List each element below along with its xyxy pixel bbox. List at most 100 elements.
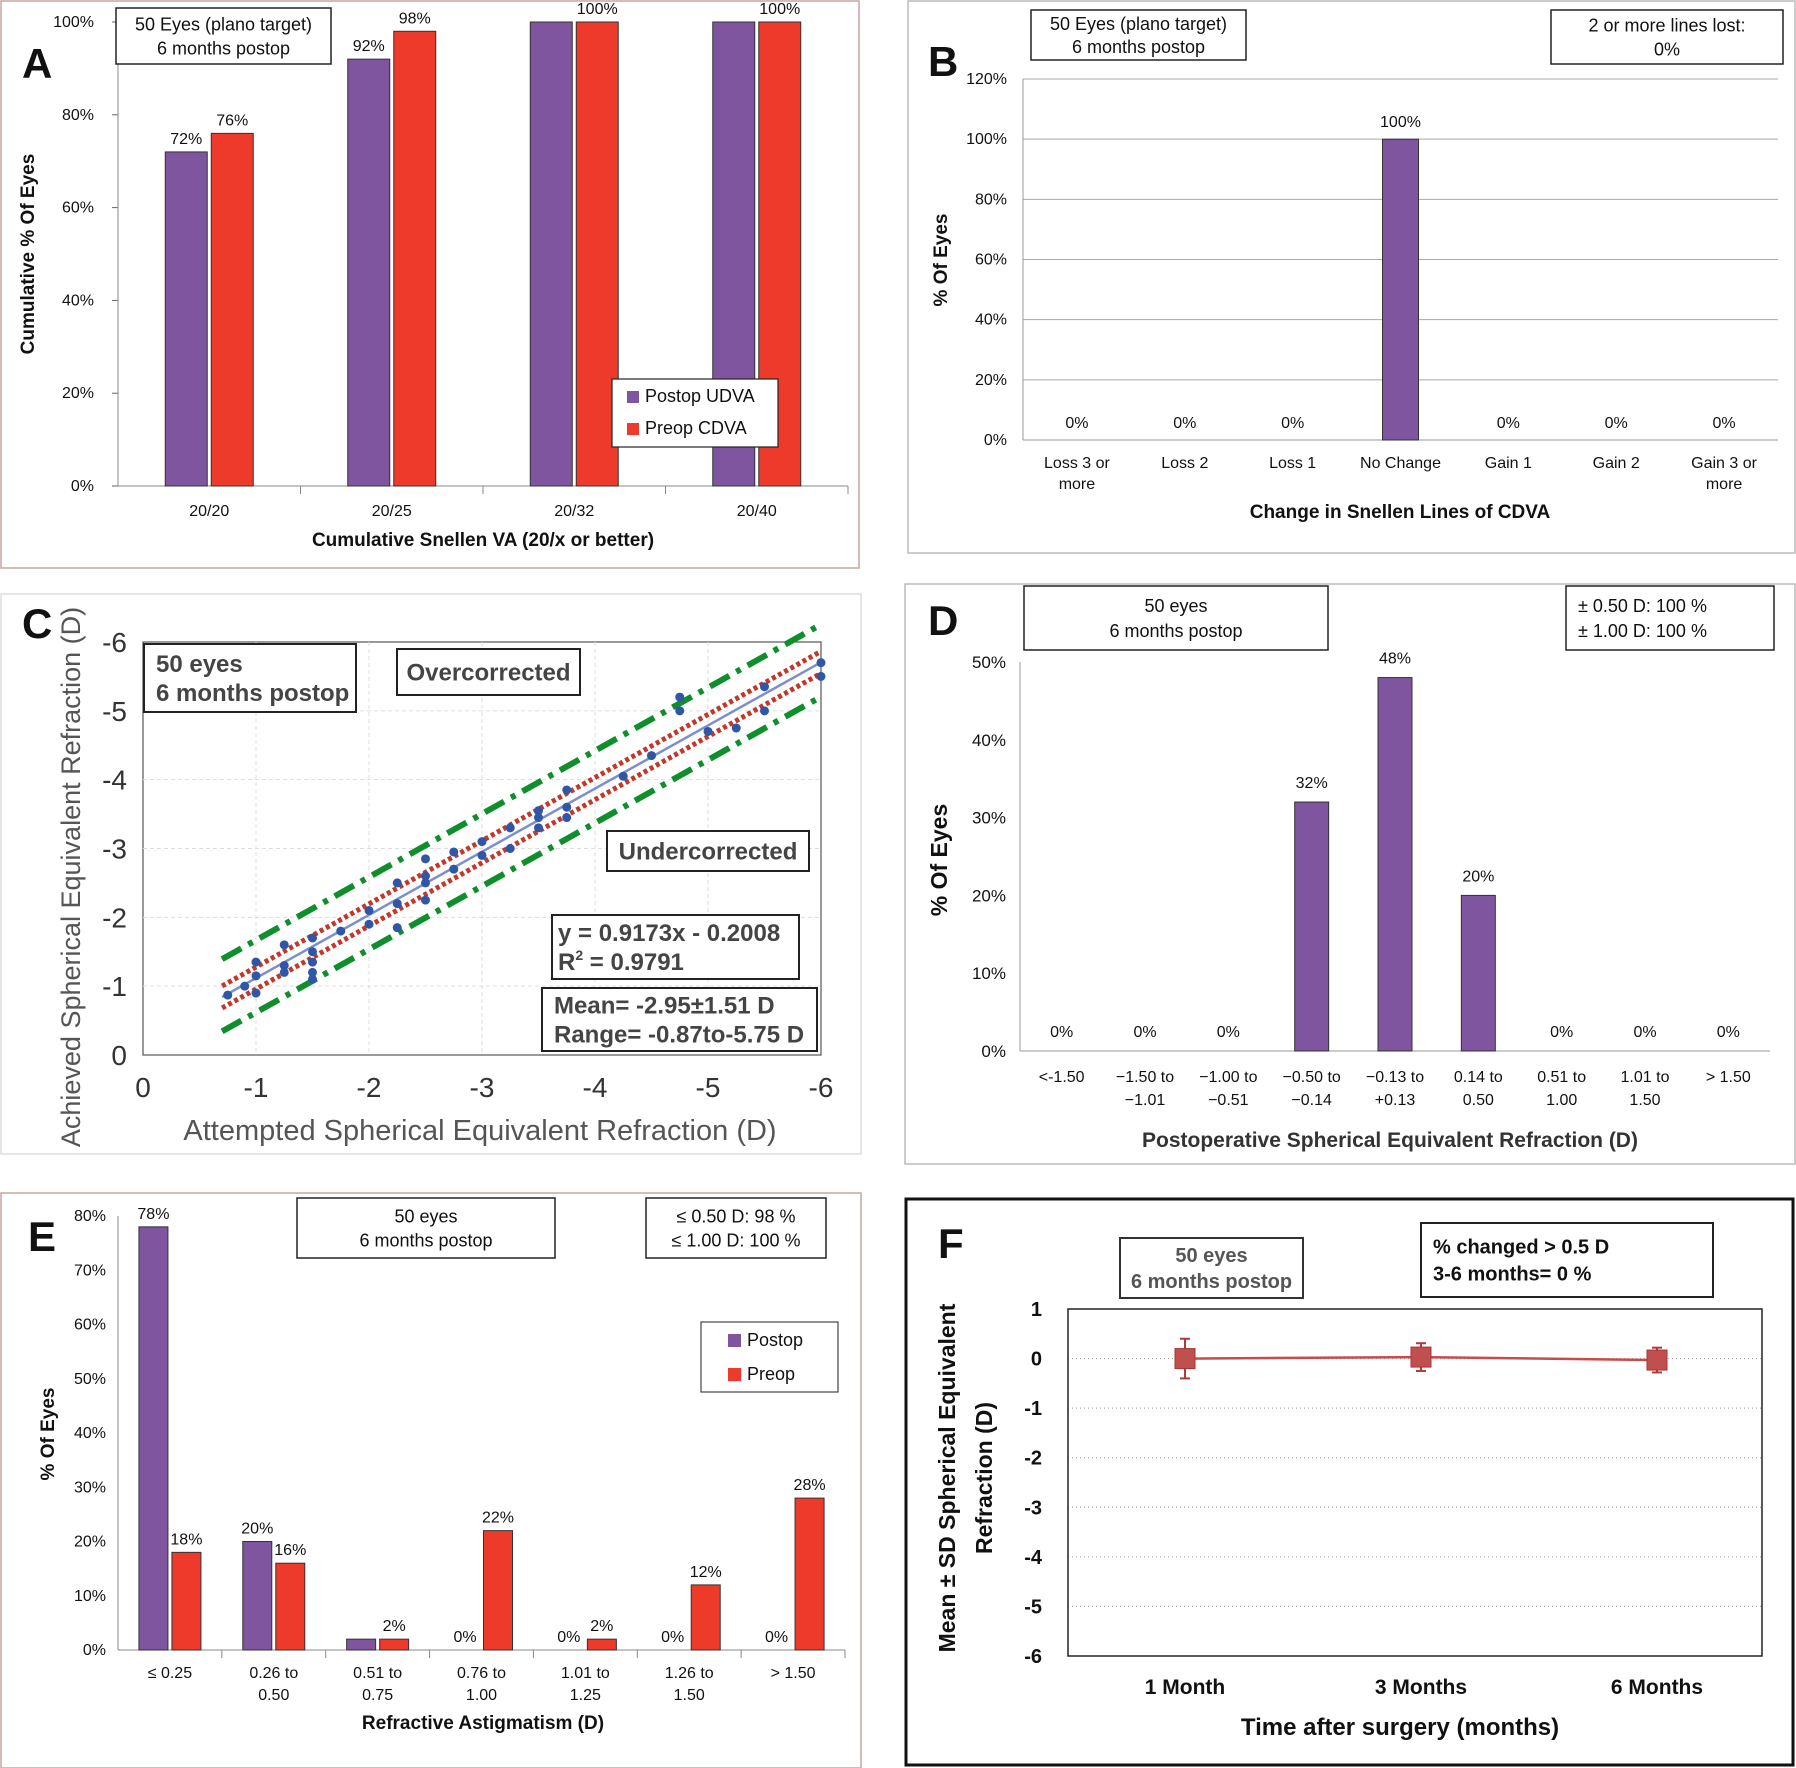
panel-e-bar-label: 0% — [453, 1629, 476, 1646]
panel-c-data-point — [421, 871, 430, 881]
panel-e-bar-label: 22% — [482, 1510, 514, 1527]
panel-c-data-point — [562, 785, 572, 795]
panel-e-bar-label: 28% — [794, 1477, 826, 1494]
panel-b-ytick: 0% — [984, 432, 1007, 449]
panel-a-ytick: 80% — [62, 107, 94, 124]
panel-c-data-point — [308, 957, 317, 967]
panel-a-bar-label: 92% — [353, 38, 385, 55]
panel-d-bar — [1377, 677, 1413, 1052]
panel-a-bar-label: 100% — [759, 1, 800, 18]
panel-b-xtick: Loss 3 or — [1044, 455, 1110, 472]
panel-d-xtick: 1.00 — [1546, 1092, 1577, 1109]
panel-e-legend-label: Postop — [747, 1330, 803, 1350]
panel-c-data-point — [308, 967, 317, 977]
panel-a-ytick: 60% — [62, 200, 94, 217]
panel-e-xtick: 1.01 to — [561, 1665, 610, 1682]
panel-c-data-point — [251, 988, 261, 998]
panel-f-title-line: 6 months postop — [1131, 1271, 1292, 1293]
panel-b-ytick: 100% — [966, 131, 1007, 148]
panel-f-info-box — [1420, 1222, 1714, 1298]
panel-e-xtick: > 1.50 — [771, 1665, 816, 1682]
panel-a-legend-swatch — [627, 423, 639, 435]
panel-a-xlabel: Cumulative Snellen VA (20/x or better) — [312, 530, 654, 551]
panel-e-info-line: ≤ 1.00 D: 100 % — [672, 1230, 801, 1250]
panel-e-ytick: 30% — [74, 1479, 106, 1496]
panel-d-title-box — [1023, 585, 1329, 651]
panel-e-xtick: 0.75 — [362, 1687, 393, 1704]
panel-b-xtick: more — [1706, 476, 1743, 493]
panel-c-data-point — [364, 905, 374, 915]
panel-e-ytick: 40% — [74, 1425, 106, 1442]
panel-b-bar-label: 0% — [1605, 415, 1628, 432]
panel-b-xlabel: Change in Snellen Lines of CDVA — [1250, 502, 1551, 523]
panel-d-info-line: ± 1.00 D: 100 % — [1578, 621, 1707, 641]
panel-c-data-point — [477, 850, 487, 860]
panel-c-data-point — [421, 895, 430, 905]
panel-b-frame — [907, 0, 1796, 554]
panel-e-xtick: 1.50 — [674, 1687, 705, 1704]
panel-e-info-box — [645, 1197, 827, 1259]
panel-e-xlabel: Refractive Astigmatism (D) — [362, 1713, 604, 1734]
panel-b-xtick: Loss 2 — [1161, 455, 1208, 472]
panel-f-marker — [1174, 1348, 1196, 1370]
panel-f-frame — [904, 1197, 1795, 1767]
panel-f-marker — [1646, 1349, 1668, 1371]
panel-c-ci-upper — [220, 671, 823, 1011]
panel-e-xtick: ≤ 0.25 — [148, 1665, 192, 1682]
panel-c-frame — [0, 593, 862, 1155]
panel-e-xtick: 1.26 to — [665, 1665, 714, 1682]
panel-a-legend-label: Postop UDVA — [645, 386, 755, 406]
panel-e-legend — [700, 1321, 839, 1393]
panel-b-bar-label: 0% — [1497, 415, 1520, 432]
panel-c-data-point — [647, 751, 656, 761]
panel-a-bar — [575, 21, 619, 487]
panel-a-title-line: 50 Eyes (plano target) — [135, 14, 312, 34]
panel-d-xtick: <-1.50 — [1039, 1069, 1085, 1086]
panel-b-ytick: 120% — [966, 71, 1007, 88]
panel-f-info-line: 3-6 months= 0 % — [1433, 1264, 1592, 1286]
panel-b-bar-label: 0% — [1281, 415, 1304, 432]
panel-c-stats-box — [541, 987, 818, 1052]
panel-c-ytick: -6 — [102, 627, 127, 658]
panel-e-bar-label: 12% — [690, 1564, 722, 1581]
panel-e-bar — [138, 1226, 169, 1651]
panel-c-ytick: -5 — [102, 696, 127, 727]
panel-d-xtick: −1.00 to — [1199, 1069, 1257, 1086]
panel-d-bar-label: 0% — [1550, 1024, 1573, 1041]
panel-b-bar-label: 0% — [1173, 415, 1196, 432]
panel-d-xlabel: Postoperative Spherical Equivalent Refra… — [1142, 1129, 1638, 1152]
panel-c-data-point — [223, 990, 233, 1000]
panel-d-xtick: −1.01 — [1125, 1092, 1166, 1109]
panel-c-r2: R2 = 0.9791 — [558, 947, 684, 976]
panel-a-ytick: 20% — [62, 385, 94, 402]
panel-c-data-point — [308, 933, 317, 943]
panel-d-bar-label: 0% — [1217, 1024, 1240, 1041]
panel-f-marker — [1410, 1346, 1432, 1368]
panel-b-xtick: Gain 2 — [1593, 455, 1640, 472]
panel-e-ytick: 80% — [74, 1208, 106, 1225]
panel-d-xtick: 0.14 to — [1454, 1069, 1503, 1086]
panel-d-info-line: ± 0.50 D: 100 % — [1578, 596, 1707, 616]
panel-c-over-box — [396, 648, 581, 696]
panel-f-ylabel: Mean ± SD Spherical Equivalent — [934, 1303, 960, 1652]
panel-b-ytick: 80% — [975, 191, 1007, 208]
panel-a-bar — [347, 58, 391, 487]
panel-c-xtick: -6 — [809, 1072, 834, 1103]
panel-c-stats-line: Range= -0.87to-5.75 D — [554, 1021, 804, 1048]
panel-b-bar-label: 0% — [1065, 415, 1088, 432]
panel-c-over-line: Overcorrected — [406, 659, 570, 686]
panel-b-title-line: 6 months postop — [1072, 37, 1205, 57]
panel-e-ytick: 70% — [74, 1262, 106, 1279]
panel-d-bar-label: 0% — [1717, 1024, 1740, 1041]
panel-c-xlabel: Attempted Spherical Equivalent Refractio… — [183, 1115, 776, 1147]
panel-e-legend-label: Preop — [747, 1364, 795, 1384]
panel-e-ytick: 0% — [83, 1642, 106, 1659]
panel-a-ytick: 40% — [62, 292, 94, 309]
panel-b-ylabel: % Of Eyes — [931, 214, 952, 307]
panel-e-ytick: 60% — [74, 1317, 106, 1334]
panel-c-box1-box — [143, 643, 357, 713]
panel-b-ytick: 60% — [975, 252, 1007, 269]
panel-d-xtick: 0.50 — [1463, 1092, 1494, 1109]
panel-letter-e: E — [28, 1213, 56, 1260]
panel-d-xtick: −1.50 to — [1116, 1069, 1174, 1086]
